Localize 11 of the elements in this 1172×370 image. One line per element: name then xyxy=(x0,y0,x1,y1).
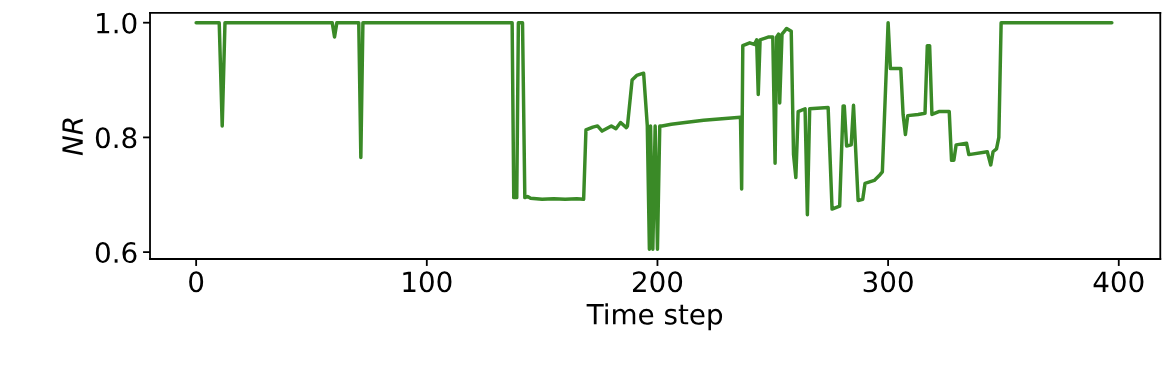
y-tick-label: 0.6 xyxy=(95,242,137,264)
line-series xyxy=(194,20,1114,251)
x-tick-label: 100 xyxy=(403,271,452,293)
x-tick-label: 300 xyxy=(863,271,913,293)
x-axis-title: Time step xyxy=(586,303,723,331)
x-tick-label: 200 xyxy=(632,271,683,293)
x-tick-label: 0 xyxy=(189,271,204,293)
y-axis-title: NR xyxy=(62,118,83,156)
y-tick-label: 0.8 xyxy=(95,127,137,149)
x-tick-label: 400 xyxy=(1093,271,1144,293)
y-tick-label: 1.0 xyxy=(97,12,137,34)
